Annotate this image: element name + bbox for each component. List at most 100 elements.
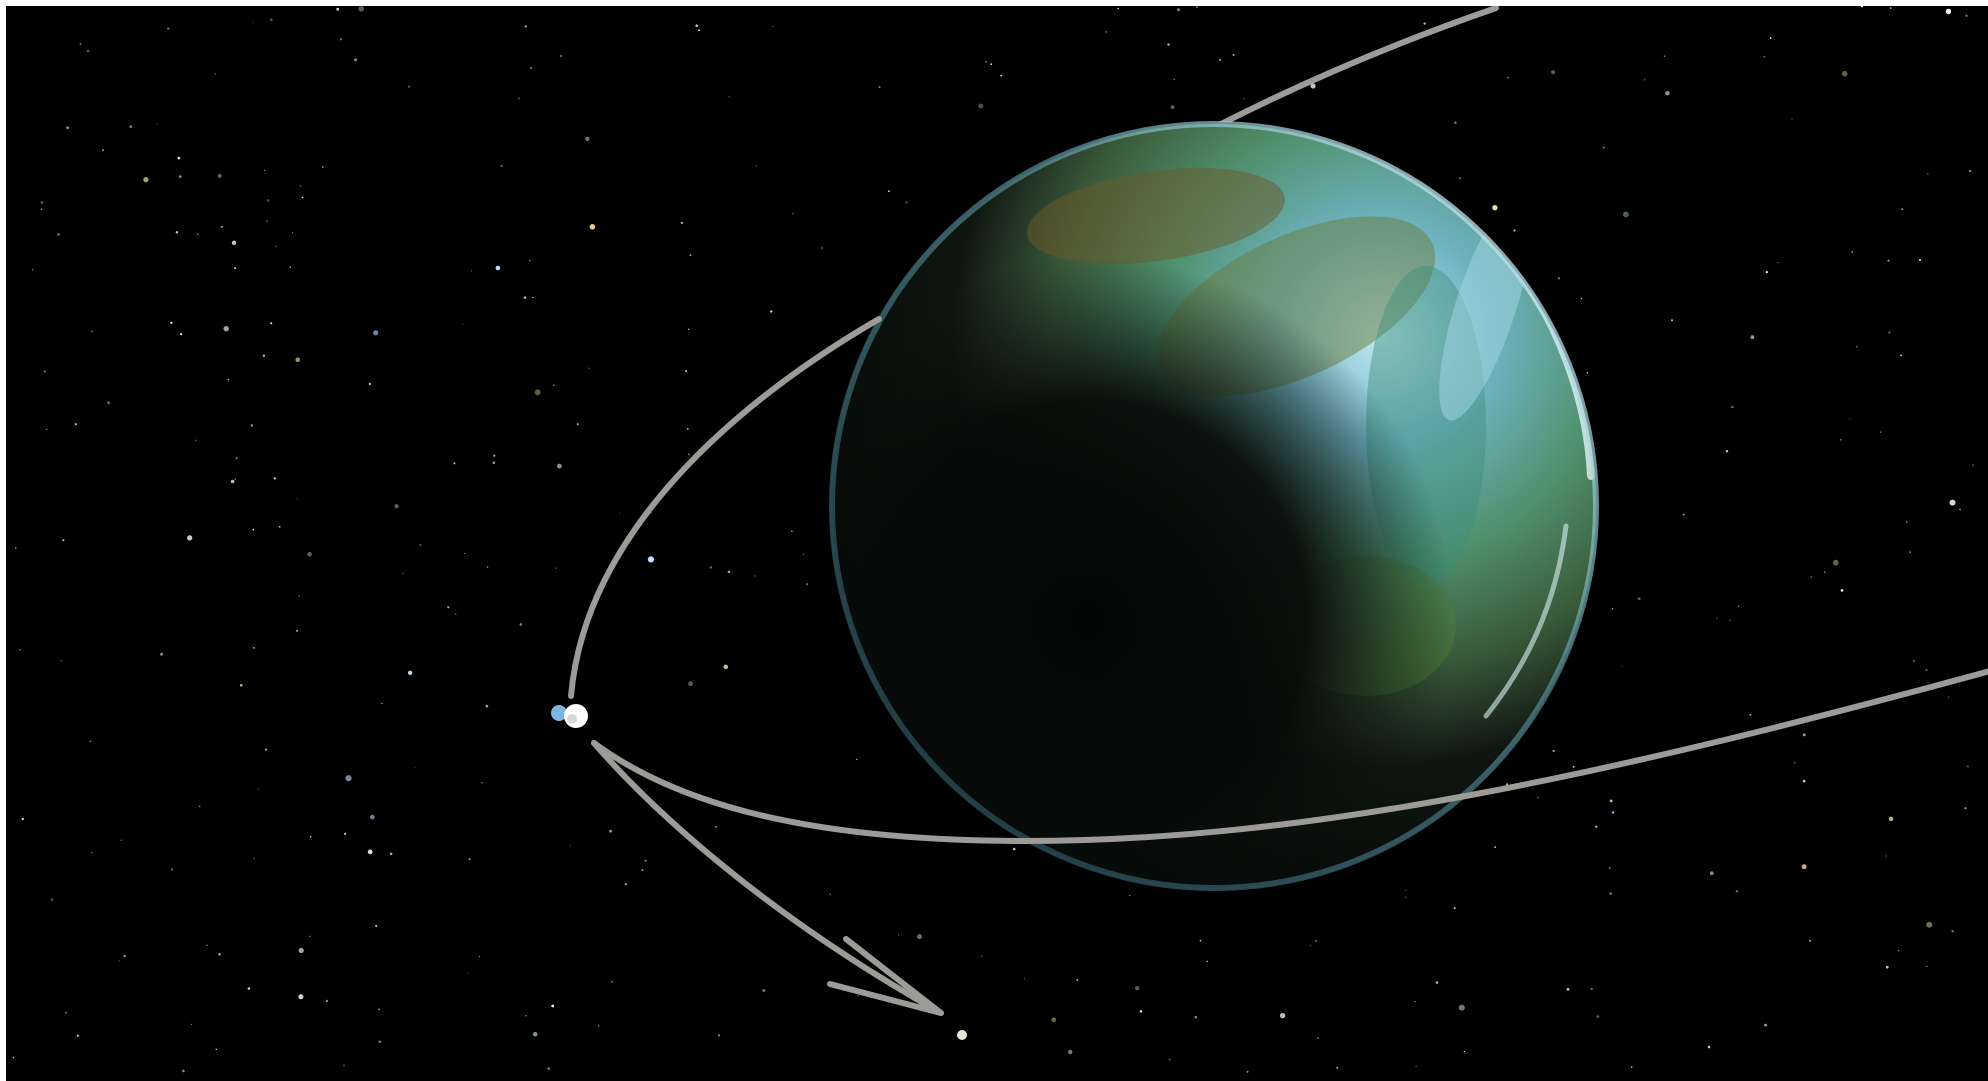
star xyxy=(1901,208,1904,211)
star xyxy=(619,513,620,515)
star xyxy=(688,681,693,687)
star xyxy=(529,259,531,262)
star xyxy=(917,934,922,940)
star xyxy=(523,296,527,299)
star xyxy=(1537,797,1539,799)
star xyxy=(698,29,700,32)
star xyxy=(1671,319,1673,322)
star xyxy=(345,775,352,782)
star xyxy=(1552,749,1555,753)
star xyxy=(770,310,773,313)
star xyxy=(336,7,340,11)
trajectory-outbound xyxy=(591,740,944,1016)
star xyxy=(354,58,357,62)
star xyxy=(15,547,17,549)
star xyxy=(557,463,562,469)
star xyxy=(727,570,731,574)
star xyxy=(553,384,555,386)
star xyxy=(253,647,255,649)
star xyxy=(66,126,69,130)
star xyxy=(1310,83,1316,89)
star xyxy=(1972,464,1975,467)
star xyxy=(45,428,48,430)
star xyxy=(1454,121,1457,124)
star xyxy=(234,267,237,270)
star xyxy=(589,224,596,230)
star xyxy=(381,702,383,705)
star xyxy=(1644,79,1646,81)
star xyxy=(1134,986,1140,991)
star xyxy=(278,526,281,528)
star xyxy=(644,859,647,862)
star xyxy=(687,428,689,430)
star xyxy=(1458,1004,1465,1011)
star xyxy=(492,461,496,465)
star xyxy=(307,551,312,557)
star xyxy=(1945,8,1952,15)
star xyxy=(298,994,304,1000)
star xyxy=(76,1034,79,1037)
star xyxy=(1725,450,1729,453)
star xyxy=(1801,864,1807,870)
trajectory-arrowhead xyxy=(827,936,944,1016)
star xyxy=(179,175,182,178)
star xyxy=(829,893,831,896)
star xyxy=(1810,576,1813,578)
star xyxy=(91,330,93,333)
star xyxy=(1076,979,1079,981)
star xyxy=(339,38,343,41)
star xyxy=(322,166,324,168)
starfield xyxy=(12,6,1975,1073)
star xyxy=(1551,70,1556,75)
star xyxy=(624,883,627,886)
star xyxy=(1791,118,1793,120)
star xyxy=(89,740,92,743)
star xyxy=(1738,605,1740,607)
star xyxy=(1710,871,1714,875)
star xyxy=(905,201,908,204)
star xyxy=(1177,8,1180,12)
star xyxy=(102,149,104,152)
star xyxy=(62,539,65,542)
star xyxy=(375,924,378,927)
star xyxy=(1024,978,1026,980)
star xyxy=(569,845,571,847)
star xyxy=(265,220,268,223)
star xyxy=(235,457,238,460)
star xyxy=(495,265,501,271)
star xyxy=(1404,896,1407,899)
star xyxy=(198,805,201,808)
star xyxy=(247,987,251,990)
star xyxy=(481,781,484,784)
star xyxy=(378,1008,380,1011)
star xyxy=(1968,169,1972,173)
star xyxy=(118,960,120,962)
star xyxy=(641,869,644,871)
star xyxy=(239,683,243,687)
star xyxy=(755,165,758,167)
star xyxy=(301,196,304,199)
star xyxy=(1927,173,1929,175)
star xyxy=(1925,668,1928,672)
star xyxy=(1609,892,1612,895)
star xyxy=(485,704,489,708)
star xyxy=(559,55,562,57)
star xyxy=(1492,205,1498,211)
star xyxy=(107,401,110,405)
star xyxy=(1729,619,1731,622)
star xyxy=(1194,1015,1198,1019)
star xyxy=(1802,733,1806,737)
star xyxy=(1840,589,1844,592)
star xyxy=(1463,1051,1465,1053)
star xyxy=(291,231,294,234)
star xyxy=(414,767,416,769)
star xyxy=(344,832,347,835)
star xyxy=(50,898,54,901)
star xyxy=(231,240,237,245)
star xyxy=(91,851,93,854)
star xyxy=(194,439,197,442)
star xyxy=(1849,418,1851,420)
star xyxy=(1494,846,1497,848)
star xyxy=(1926,965,1928,968)
star xyxy=(524,25,527,28)
